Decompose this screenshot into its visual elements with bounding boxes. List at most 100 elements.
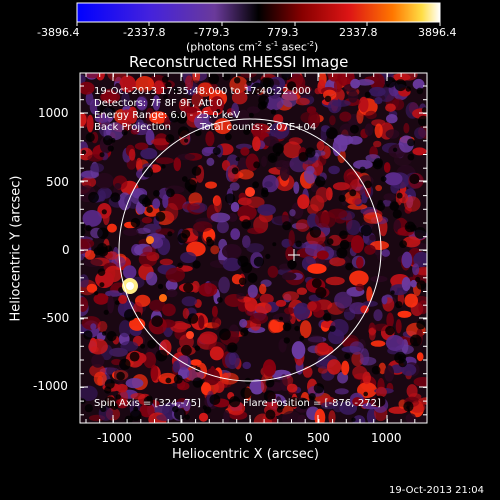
image-gap [202, 405, 207, 410]
image-speckle [211, 305, 218, 318]
image-gap [243, 128, 251, 135]
image-speckle [87, 154, 104, 162]
image-gap [94, 291, 99, 296]
image-gap [222, 73, 231, 81]
image-gap [217, 297, 223, 303]
image-gap [403, 401, 414, 412]
image-speckle [165, 203, 179, 221]
image-speckle [180, 251, 197, 264]
image-gap [377, 199, 384, 206]
image-gap [208, 73, 220, 85]
image-speckle [198, 412, 209, 422]
image-gap [173, 374, 183, 384]
image-speckle [276, 123, 288, 132]
image-gap [183, 282, 194, 293]
x-axis-title: Heliocentric X (arcsec) [172, 447, 319, 462]
image-gap [251, 82, 263, 95]
image-gap [107, 145, 114, 152]
image-speckle [404, 196, 421, 212]
image-speckle [353, 159, 373, 170]
image-gap [83, 330, 93, 340]
image-gap [129, 351, 140, 362]
image-gap [153, 190, 160, 197]
image-speckle [291, 341, 306, 360]
image-speckle [284, 307, 295, 315]
image-speckle [412, 78, 425, 90]
image-gap [167, 231, 173, 237]
image-speckle [259, 283, 267, 295]
image-gap [262, 77, 274, 89]
image-gap [371, 365, 381, 375]
image-speckle [281, 91, 298, 108]
image-speckle [384, 365, 395, 382]
image-speckle [360, 348, 370, 366]
image-speckle [352, 397, 363, 407]
image-speckle [300, 111, 318, 124]
image-speckle [90, 163, 104, 173]
spin-axis-label: Spin Axis = [324,-75] [94, 398, 201, 409]
image-speckle [198, 282, 218, 297]
image-gap [177, 233, 188, 244]
image-gap [339, 230, 348, 239]
image-speckle [405, 413, 417, 423]
image-gap [85, 225, 92, 232]
image-speckle [316, 250, 329, 260]
image-speckle [121, 91, 130, 107]
image-gap [106, 331, 117, 342]
image-gap [396, 192, 403, 199]
image-gap [240, 328, 249, 337]
image-gap [238, 277, 247, 286]
image-gap [80, 223, 86, 230]
image-speckle [162, 194, 169, 209]
image-gap [394, 351, 406, 364]
image-gap [314, 176, 326, 187]
reconstructed-image [80, 73, 427, 423]
image-speckle [105, 251, 118, 260]
image-gap [409, 334, 422, 347]
image-speckle [264, 95, 284, 111]
colorbar-tick-label: 779.3 [267, 26, 299, 39]
image-speckle [80, 74, 86, 84]
image-gap [261, 187, 269, 195]
image-speckle [193, 221, 213, 232]
image-gap [326, 238, 334, 246]
image-speckle [264, 181, 273, 188]
image-gap [187, 313, 199, 324]
image-speckle [219, 372, 239, 385]
image-speckle [364, 244, 376, 255]
image-gap [298, 398, 310, 410]
image-gap [405, 86, 411, 92]
image-speckle [252, 136, 261, 152]
image-gap [363, 391, 369, 397]
plot-title: Reconstructed RHESSI Image [129, 53, 349, 71]
image-speckle [247, 284, 258, 298]
image-speckle [123, 228, 139, 237]
x-tick-label: -1000 [97, 431, 132, 445]
image-speckle [313, 308, 325, 318]
image-speckle [254, 302, 272, 315]
image-speckle [374, 123, 383, 139]
colorbar-tick-label: -3896.4 [37, 26, 80, 39]
image-speckle [346, 219, 361, 236]
image-speckle [151, 138, 171, 146]
generation-date: 19-Oct-2013 21:04 [389, 485, 484, 496]
image-speckle [307, 263, 327, 274]
image-gap [252, 181, 259, 189]
image-speckle [371, 119, 386, 127]
image-speckle [173, 157, 182, 172]
image-gap [165, 377, 172, 384]
image-speckle [177, 153, 196, 161]
image-speckle [80, 385, 98, 401]
image-gap [134, 311, 142, 319]
image-speckle [329, 115, 336, 126]
image-gap [81, 149, 87, 155]
image-gap [392, 209, 402, 219]
image-speckle [410, 279, 417, 288]
image-speckle [227, 212, 238, 222]
image-speckle [384, 172, 403, 186]
image-speckle [199, 331, 218, 345]
image-gap [209, 394, 221, 405]
image-speckle [293, 181, 300, 194]
image-gap [281, 73, 292, 81]
image-gap [115, 394, 122, 400]
